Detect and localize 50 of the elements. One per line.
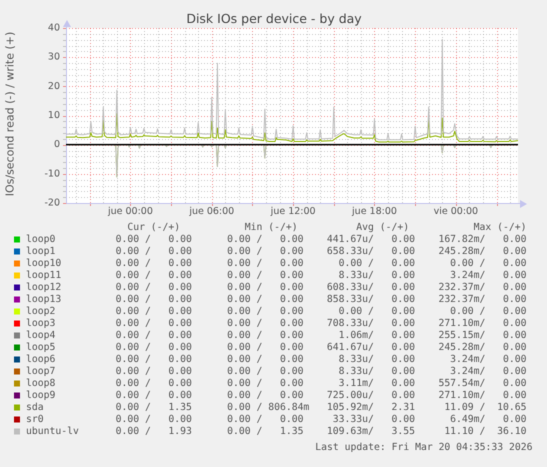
legend-label: loop5 — [26, 342, 56, 354]
x-tick-label: jue 18:00 — [351, 206, 397, 218]
text: 0.00 / 0.00 0.00 / 0.00 441.67u/ 0.00 167.82m/ 0.00 — [116, 234, 527, 246]
legend-label: loop2 — [26, 306, 56, 318]
text: 0.00 / 0.00 0.00 / 0.00 8.33u/ 0.00 3.24m/ 0.00 — [116, 366, 527, 378]
y-axis-title: IOs/second read (-) / write (+) — [3, 32, 16, 196]
chart-title: Disk IOs per device - by day — [186, 10, 362, 26]
x-tick-label: jue 12:00 — [270, 206, 316, 218]
legend-label: sda — [26, 402, 44, 414]
legend-label: loop9 — [26, 390, 56, 402]
text: 0.00 / 0.00 0.00 / 0.00 8.33u/ 0.00 3.24m/ 0.00 — [116, 354, 527, 366]
text: 0.00 / 0.00 0.00 / 0.00 0.00 / 0.00 0.00 / 0.00 — [116, 306, 527, 318]
text: 0.00 / 1.93 0.00 / 1.35 109.63m/ 3.55 11.10 / 36.10 — [116, 426, 527, 438]
text: 0.00 / 0.00 0.00 / 0.00 858.33u/ 0.00 232.37m/ 0.00 — [116, 294, 527, 306]
legend-label: loop6 — [26, 354, 56, 366]
legend-label: loop11 — [26, 270, 62, 282]
text: 0.00 / 0.00 0.00 / 0.00 608.33u/ 0.00 232.37m/ 0.00 — [116, 282, 527, 294]
x-tick-label: jue 00:00 — [106, 206, 153, 218]
text: Cur (-/+) Min (-/+) Avg (-/+) Max (-/+) — [127, 222, 526, 234]
text: 0.00 / 0.00 0.00 / 0.00 1.06m/ 0.00 255.15m/ 0.00 — [116, 330, 527, 342]
y-tick-label: -20 — [44, 197, 60, 208]
legend-label: loop3 — [26, 318, 56, 330]
text: 0.00 / 0.00 0.00 / 0.00 0.00 / 0.00 0.00 / 0.00 — [116, 258, 527, 270]
legend-label: loop7 — [26, 366, 56, 378]
legend-label: loop8 — [26, 378, 56, 390]
legend-label: ubuntu-lv — [26, 426, 79, 438]
legend-label: loop1 — [26, 246, 56, 258]
text: Last update: Fri Mar 20 04:35:33 2026 — [315, 442, 533, 454]
legend-label: loop13 — [26, 294, 62, 306]
legend-label: loop12 — [26, 282, 62, 294]
x-tick-label: jue 06:00 — [188, 206, 234, 218]
text: 0.00 / 0.00 0.00 / 0.00 658.33u/ 0.00 245.28m/ 0.00 — [116, 246, 527, 258]
text: 0.00 / 0.00 0.00 / 0.00 725.00u/ 0.00 271.10m/ 0.00 — [116, 390, 527, 402]
y-tick-label: 0 — [54, 139, 60, 150]
y-tick-label: 30 — [48, 52, 60, 63]
y-tick-label: 40 — [48, 22, 60, 34]
text: 0.00 / 0.00 0.00 / 0.00 641.67u/ 0.00 245.28m/ 0.00 — [116, 342, 527, 354]
text: 0.00 / 0.00 0.00 / 0.00 708.33u/ 0.00 271.10m/ 0.00 — [116, 318, 527, 330]
text: 0.00 / 1.35 0.00 / 806.84m 105.92m/ 2.31 11.09 / 10.65 — [116, 402, 527, 414]
legend-label: loop10 — [26, 258, 62, 270]
y-tick-label: 20 — [48, 80, 60, 92]
y-tick-label: 10 — [48, 110, 60, 121]
text: 0.00 / 0.00 0.00 / 0.00 3.11m/ 0.00 557.54m/ 0.00 — [116, 378, 527, 390]
text: 0.00 / 0.00 0.00 / 0.00 33.33u/ 0.00 6.49m/ 0.00 — [116, 414, 527, 426]
legend-label: sr0 — [26, 414, 44, 426]
text: 0.00 / 0.00 0.00 / 0.00 8.33u/ 0.00 3.24m/ 0.00 — [116, 270, 527, 282]
x-tick-label: vie 00:00 — [434, 206, 478, 218]
legend-label: loop4 — [26, 330, 56, 342]
legend-label: loop0 — [26, 234, 56, 246]
y-tick-label: -10 — [44, 168, 60, 180]
